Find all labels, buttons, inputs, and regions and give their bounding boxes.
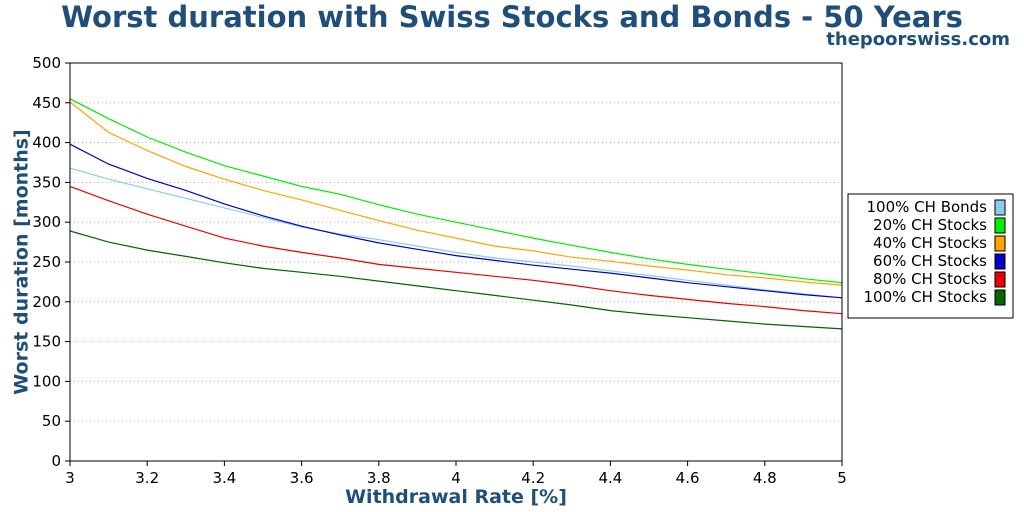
legend-swatch	[994, 217, 1006, 234]
legend-swatch	[994, 235, 1006, 252]
series-line-4	[69, 143, 843, 299]
x-tick-label: 4.2	[521, 469, 545, 487]
legend-label: 20% CH Stocks	[873, 216, 987, 234]
x-tick-label: 3.8	[367, 469, 391, 487]
x-tick-label: 3	[65, 469, 75, 487]
series-lines	[69, 98, 843, 330]
legend-label: 80% CH Stocks	[873, 270, 987, 288]
legend-label: 40% CH Stocks	[873, 234, 987, 252]
y-tick-label: 0	[51, 452, 61, 470]
x-tick-label: 3.4	[212, 469, 236, 487]
y-tick-label: 200	[32, 293, 61, 311]
series-line-6	[69, 230, 843, 330]
x-tick-label: 4	[451, 469, 461, 487]
y-axis-label: Worst duration [months]	[11, 129, 33, 394]
x-axis-label: Withdrawal Rate [%]	[345, 486, 567, 508]
legend-box	[847, 193, 1014, 319]
x-tick-label: 3.6	[290, 469, 314, 487]
y-tick-label: 100	[32, 372, 61, 390]
x-tick-label: 4.4	[598, 469, 622, 487]
legend-swatch	[994, 253, 1006, 270]
x-tick-label: 3.2	[135, 469, 159, 487]
x-tick-label: 4.8	[753, 469, 777, 487]
series-line-2	[69, 98, 843, 284]
legend-swatch	[994, 271, 1006, 288]
chart-title: Worst duration with Swiss Stocks and Bon…	[61, 0, 963, 34]
y-tick-label: 500	[32, 54, 61, 72]
x-tick-label: 4.6	[676, 469, 700, 487]
series-line-1	[69, 167, 843, 299]
legend-label: 100% CH Bonds	[867, 198, 988, 216]
axis-ticks: 0 50 100 150 200 250 300 350 400 450 500 3 3.2 3.4 3.6…	[32, 54, 846, 487]
y-tick-label: 400	[32, 134, 61, 152]
y-tick-label: 300	[32, 213, 61, 231]
grid-lines	[70, 62, 842, 422]
x-tick-label: 5	[837, 469, 847, 487]
legend-label: 100% CH Stocks	[863, 288, 987, 306]
y-tick-label: 450	[32, 94, 61, 112]
series-line-3	[69, 101, 843, 286]
chart-subtitle: thepoorswiss.com	[826, 29, 1010, 50]
y-tick-label: 150	[32, 333, 61, 351]
legend-swatch	[994, 289, 1006, 306]
y-tick-label: 350	[32, 173, 61, 191]
y-tick-label: 250	[32, 253, 61, 271]
legend-label: 60% CH Stocks	[873, 252, 987, 270]
y-tick-label: 50	[42, 412, 61, 430]
series-line-5	[69, 185, 843, 315]
legend-swatch	[994, 199, 1006, 216]
